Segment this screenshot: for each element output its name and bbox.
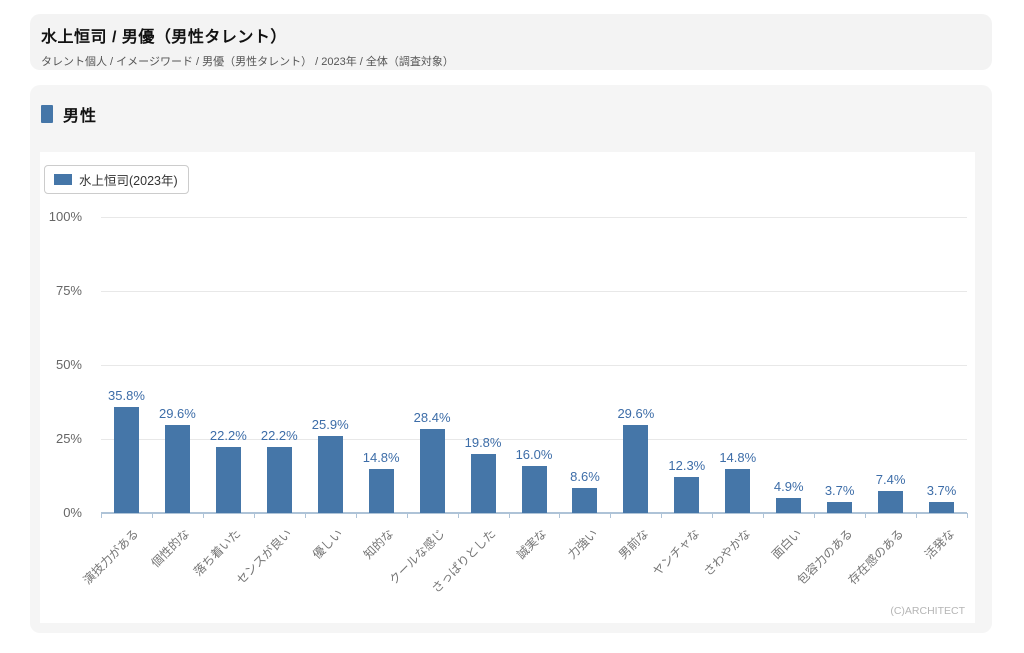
y-axis-tick-label: 25% <box>55 431 82 446</box>
page-title: 水上恒司 / 男優（男性タレント） <box>41 29 287 46</box>
y-axis-tick-label: 75% <box>55 283 82 298</box>
x-axis-tick <box>610 513 611 518</box>
x-axis-tick <box>203 513 204 518</box>
bar[interactable] <box>674 477 699 513</box>
x-axis-tick <box>152 513 153 518</box>
bar-value-label: 16.0% <box>515 447 553 462</box>
x-axis-tick <box>916 513 917 518</box>
x-axis-tick <box>814 513 815 518</box>
bar[interactable] <box>216 447 241 513</box>
legend-swatch-icon <box>54 174 72 185</box>
bar-value-label: 3.7% <box>824 483 855 498</box>
bar[interactable] <box>725 469 750 513</box>
bar[interactable] <box>165 425 190 513</box>
bar-value-label: 12.3% <box>668 458 706 473</box>
bar[interactable] <box>318 436 343 513</box>
bar-value-label: 7.4% <box>875 472 906 487</box>
x-axis-labels: 演技力がある 個性的な 落ち着いた センスが良い 優しい 知的な クールな感じ さっぱりとした… <box>81 217 967 595</box>
bar[interactable] <box>929 502 954 513</box>
x-axis-tick <box>101 513 102 518</box>
copyright-note: (C)ARCHITECT <box>890 605 965 617</box>
gridline <box>101 439 967 440</box>
bar-value-label: 29.6% <box>617 406 655 421</box>
chart-legend[interactable]: 水上恒司(2023年) <box>44 165 189 194</box>
x-axis-tick <box>356 513 357 518</box>
x-axis-tick <box>305 513 306 518</box>
bar-value-label: 22.2% <box>209 428 247 443</box>
bar[interactable] <box>114 407 139 513</box>
bar[interactable] <box>267 447 292 513</box>
bar[interactable] <box>471 454 496 513</box>
legend-label: 水上恒司(2023年) <box>79 174 178 188</box>
bar-chart-plot: 35.8% 29.6% 22.2% 22.2% 25.9% 14.8% 28.4% 19.8%… <box>101 217 968 518</box>
y-axis-tick-label: 0% <box>63 505 82 520</box>
gridline <box>101 291 967 292</box>
x-axis-tick <box>559 513 560 518</box>
x-axis-tick <box>254 513 255 518</box>
bar-value-label: 14.8% <box>719 450 757 465</box>
header: 水上恒司 / 男優（男性タレント） タレント個人 / イメージワード / 男優（… <box>30 14 992 70</box>
y-axis: 0% 25% 50% 75% 100% <box>40 209 92 520</box>
x-axis-tick <box>509 513 510 518</box>
gridline <box>101 217 967 218</box>
bar-value-label: 8.6% <box>570 469 600 484</box>
bar-value-label: 4.9% <box>773 479 804 494</box>
x-axis-tick <box>712 513 713 518</box>
bar[interactable] <box>776 498 801 513</box>
bar-value-label: 19.8% <box>464 435 502 450</box>
bar-value-label: 14.8% <box>362 450 400 465</box>
section-marker-icon <box>41 105 53 123</box>
x-axis-tick <box>661 513 662 518</box>
bar-value-label: 25.9% <box>311 417 349 432</box>
gender-section-panel: 男性 水上恒司(2023年) 0% 25% 50% 75% 100% 35.8% 29.6… <box>30 85 992 633</box>
chart-card: 水上恒司(2023年) 0% 25% 50% 75% 100% 35.8% 29.6% 22… <box>40 152 975 623</box>
y-axis-tick-label: 100% <box>48 209 82 224</box>
x-axis-tick <box>967 513 968 518</box>
bar-value-label: 22.2% <box>260 428 298 443</box>
x-axis-tick <box>763 513 764 518</box>
section-title: 男性 <box>63 108 98 125</box>
x-axis-line <box>101 512 967 514</box>
bar-value-label: 3.7% <box>926 483 957 498</box>
section-heading-row: 男性 <box>41 102 97 126</box>
bar-value-label: 28.4% <box>413 410 451 425</box>
gridline <box>101 365 967 366</box>
breadcrumb: タレント個人 / イメージワード / 男優（男性タレント） / 2023年 / … <box>41 56 454 68</box>
bar[interactable] <box>878 491 903 513</box>
bar[interactable] <box>572 488 597 513</box>
bar[interactable] <box>827 502 852 513</box>
bar[interactable] <box>522 466 547 513</box>
bar-value-label: 29.6% <box>158 406 196 421</box>
bar[interactable] <box>369 469 394 513</box>
bar[interactable] <box>623 425 648 513</box>
x-axis-tick <box>865 513 866 518</box>
x-axis-tick <box>458 513 459 518</box>
y-axis-tick-label: 50% <box>55 357 82 372</box>
x-axis-tick <box>407 513 408 518</box>
bar-value-label: 35.8% <box>108 388 145 403</box>
bar[interactable] <box>420 429 445 513</box>
